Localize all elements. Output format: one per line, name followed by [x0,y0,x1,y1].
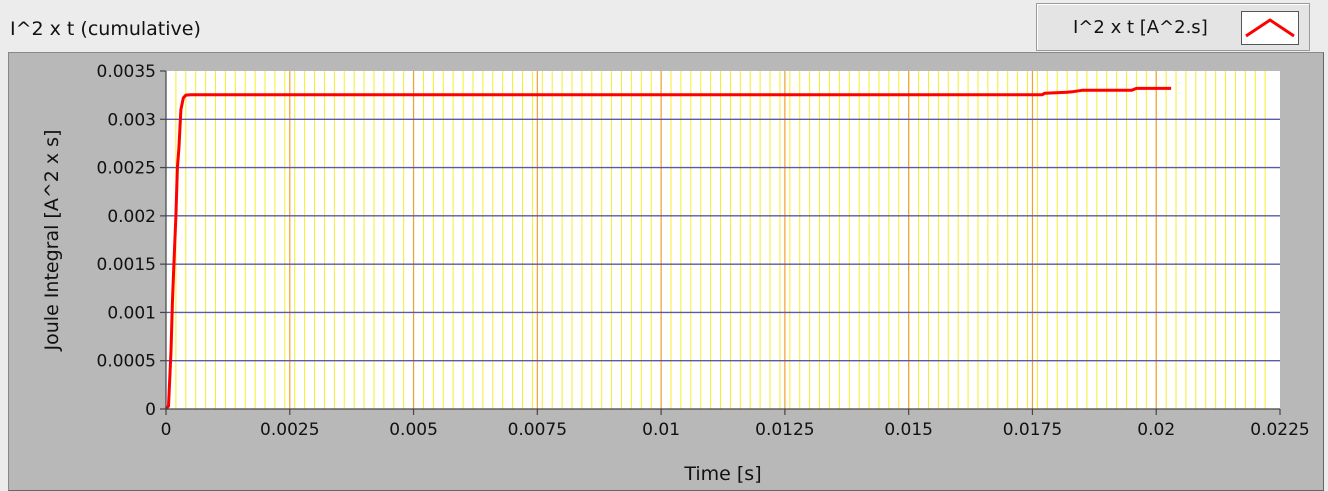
y-tick-label: 0.0035 [97,62,156,82]
x-tick-label: 0.005 [389,420,438,440]
legend-line-glyph [1245,18,1295,38]
x-tick-label: 0.02 [1137,420,1175,440]
x-axis-label: Time [s] [683,463,761,485]
plot-legend[interactable]: I^2 x t [A^2.s] [1036,3,1310,51]
x-tick-label: 0.0125 [755,420,814,440]
x-tick-label: 0.0025 [260,420,319,440]
plot-background [166,71,1280,409]
y-tick-label: 0.0005 [97,352,156,372]
y-tick-label: 0.0015 [97,255,156,275]
y-tick-label: 0.001 [107,303,156,323]
series-layer [164,86,1172,410]
x-tick-label: 0.01 [642,420,680,440]
legend-swatch[interactable] [1241,11,1299,45]
major-gridlines [166,71,1280,409]
y-tick-label: 0 [145,400,156,420]
axes-layer: 0 0.0025 0.005 0.0075 0.01 0.0125 0.015 0.0175 0… [97,62,1310,440]
y-tick-label: 0.002 [107,207,156,227]
series-line [164,86,1172,410]
x-tick-label: 0.0175 [1003,420,1062,440]
x-tick-label: 0.015 [884,420,933,440]
y-axis-label: Joule Integral [A^2 x s] [41,130,63,352]
x-tick-label: 0 [161,420,172,440]
legend-line-icon [1245,18,1295,38]
y-tick-label: 0.0025 [97,159,156,179]
x-tick-label: 0.0225 [1250,420,1309,440]
x-tick-label: 0.0075 [508,420,567,440]
y-tick-label: 0.003 [107,110,156,130]
minor-gridlines [175,71,1266,409]
legend-label: I^2 x t [A^2.s] [1073,17,1208,38]
graph-title: I^2 x t (cumulative) [10,18,201,40]
